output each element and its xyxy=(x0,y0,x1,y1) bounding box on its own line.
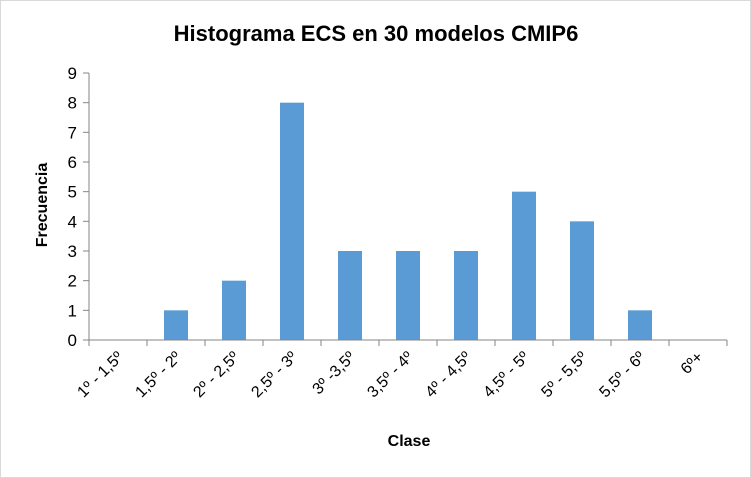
x-axis-label: Clase xyxy=(388,433,431,450)
chart-title: Histograma ECS en 30 modelos CMIP6 xyxy=(174,21,579,46)
y-tick-label: 7 xyxy=(68,123,77,142)
x-category-label: 2º - 2,5º xyxy=(190,349,242,401)
x-category-label: 6º+ xyxy=(678,349,707,378)
y-tick-label: 6 xyxy=(68,153,77,172)
bar-4 xyxy=(338,251,362,340)
x-category-label: 4,5º - 5º xyxy=(480,349,532,401)
x-category-label: 2,5º - 3º xyxy=(248,349,300,401)
y-tick-label: 1 xyxy=(68,301,77,320)
x-category-label: 3,5º - 4º xyxy=(364,349,416,401)
plot-area: 0 1 2 3 4 5 6 7 8 9 1º - 1,5º 1,5º - 2º 2º - 2,5º 2,5… xyxy=(68,64,728,401)
x-category-label: 1º - 1,5º xyxy=(74,349,126,401)
y-tick-label: 3 xyxy=(68,242,77,261)
bar-5 xyxy=(396,251,420,340)
bar-9 xyxy=(628,310,652,340)
x-category-label: 1,5º - 2º xyxy=(132,349,184,401)
y-tick-label: 4 xyxy=(68,212,77,231)
bar-3 xyxy=(280,102,304,341)
bar-1 xyxy=(164,310,188,340)
bar-8 xyxy=(570,221,594,340)
x-category-label: 3º -3,5º xyxy=(310,349,359,398)
y-tick-label: 5 xyxy=(68,183,77,202)
y-axis-label: Frecuencia xyxy=(34,163,51,248)
bar-7 xyxy=(512,191,536,340)
y-tick-label: 8 xyxy=(68,94,77,113)
y-tick-label: 9 xyxy=(68,64,77,83)
x-category-label: 5,5º - 6º xyxy=(596,349,648,401)
y-tick-label: 0 xyxy=(68,331,77,350)
x-category-label: 5º - 5,5º xyxy=(538,349,590,401)
bar-6 xyxy=(454,251,478,340)
bar-2 xyxy=(222,280,246,340)
x-category-label: 4º - 4,5º xyxy=(422,349,474,401)
y-tick-label: 2 xyxy=(68,272,77,291)
